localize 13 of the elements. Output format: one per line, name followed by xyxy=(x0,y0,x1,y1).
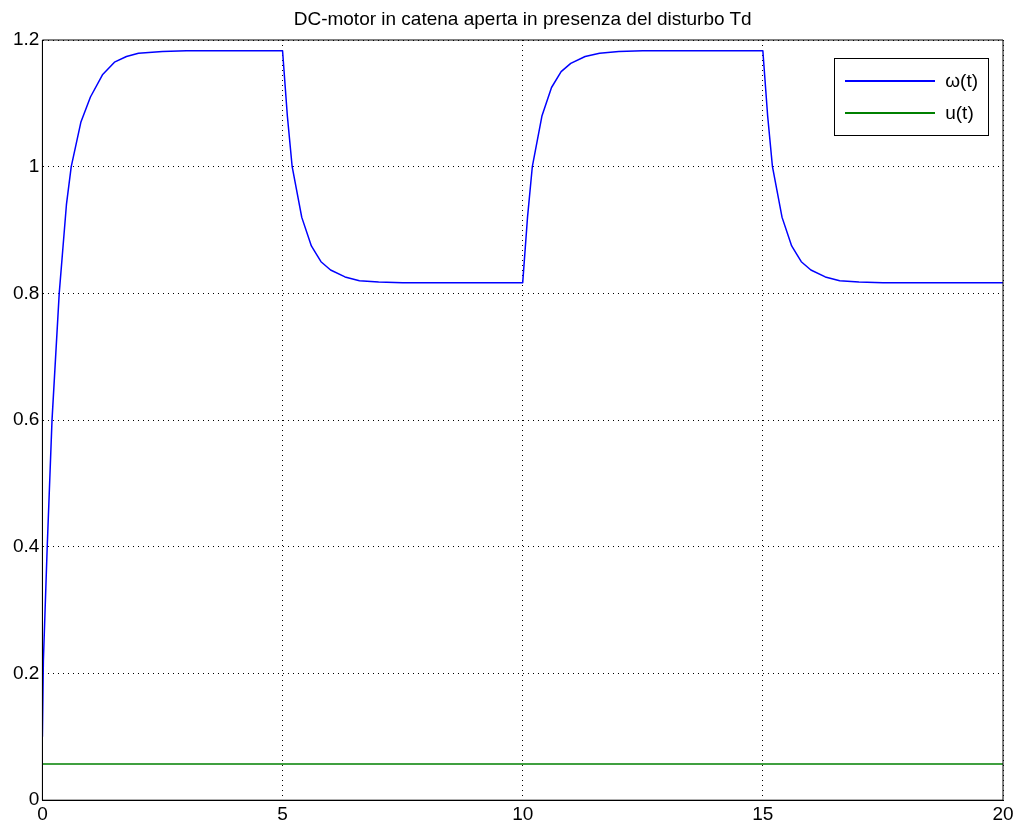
legend-label: ω(t) xyxy=(945,70,978,92)
y-tick-label: 1 xyxy=(28,154,40,176)
x-tick-label: 5 xyxy=(277,802,288,824)
y-tick-label: 1.2 xyxy=(12,28,40,50)
y-tick-label: 0.8 xyxy=(12,281,40,303)
y-tick-label: 0.2 xyxy=(12,661,40,683)
x-tick-label: 15 xyxy=(752,802,774,824)
y-tick-label: 0.4 xyxy=(12,535,40,557)
legend-label: u(t) xyxy=(945,102,974,124)
chart-title: DC-motor in catena aperta in presenza del disturbo Td xyxy=(292,8,753,30)
x-tick-label: 10 xyxy=(512,802,534,824)
x-tick-label: 20 xyxy=(992,802,1014,824)
y-tick-label: 0.6 xyxy=(12,408,40,430)
